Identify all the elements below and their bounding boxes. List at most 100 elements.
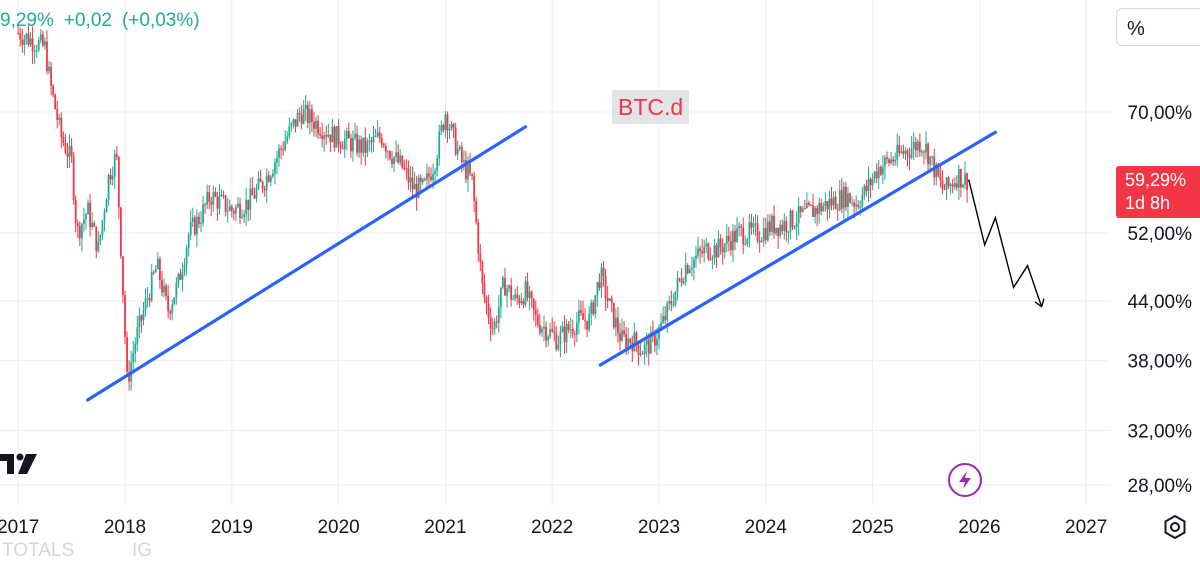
candle-body — [649, 331, 652, 354]
candle-body — [668, 301, 671, 304]
candle-body — [617, 317, 619, 334]
x-tick-label: 2024 — [745, 517, 788, 538]
candle-body — [711, 257, 714, 260]
candle-body — [699, 248, 701, 251]
symbol-label[interactable]: BTC.d — [612, 90, 690, 124]
candle-body — [602, 267, 605, 277]
settings-gear-icon[interactable] — [1162, 514, 1188, 545]
candle-body — [366, 140, 369, 153]
x-axis[interactable]: 2017 2018 2019 2020 2021 2022 2023 2024 2025 2026… — [0, 517, 1107, 538]
candle-body — [857, 204, 860, 207]
candle-body — [212, 192, 215, 205]
candle-body — [269, 176, 272, 182]
candle-body — [489, 317, 492, 329]
candle-body — [639, 353, 642, 355]
candle-body — [347, 131, 350, 139]
candle-body — [380, 137, 383, 145]
candle-body — [89, 202, 91, 228]
candle-body — [937, 164, 940, 176]
candle-body — [148, 298, 151, 301]
candle-body — [126, 337, 128, 372]
candle-body — [629, 338, 632, 343]
candle-body — [931, 156, 934, 158]
candle-body — [949, 184, 952, 187]
candle-body — [497, 307, 500, 323]
candle-body — [140, 315, 143, 321]
last-price-badge: 59,29% 1d 8h — [1116, 166, 1200, 218]
candle-body — [824, 201, 827, 207]
candle-body — [573, 333, 576, 335]
candle-body — [695, 255, 697, 259]
candle-body — [475, 200, 478, 223]
candle-body — [541, 328, 543, 333]
candle-body — [440, 125, 443, 132]
candle-body — [635, 332, 638, 345]
candle-body — [746, 239, 749, 244]
candle-body — [851, 202, 853, 204]
candle-body — [423, 179, 426, 181]
candle-body — [666, 303, 669, 321]
candle-body — [401, 155, 404, 168]
candle-body — [580, 310, 582, 314]
candle-body — [621, 330, 623, 341]
candle-body — [136, 327, 139, 344]
candle-body — [966, 173, 968, 191]
candle-body — [853, 202, 856, 207]
trendlines[interactable] — [86, 125, 998, 402]
bottom-tab-totals[interactable]: TOTALS — [2, 540, 75, 561]
candle-body — [526, 281, 529, 298]
candle-body — [64, 142, 67, 153]
projection-path[interactable] — [968, 179, 1042, 306]
candle-body — [374, 136, 377, 138]
candle-body — [60, 117, 63, 138]
candle-body — [465, 160, 467, 180]
projection-drawing[interactable] — [968, 179, 1042, 306]
candle-body — [97, 241, 100, 252]
candle-body — [358, 139, 361, 153]
candle-body — [282, 149, 285, 151]
candle-body — [894, 159, 897, 162]
candle-body — [428, 173, 430, 177]
candle-body — [198, 216, 200, 224]
candle-body — [571, 329, 574, 334]
candle-body — [187, 235, 190, 249]
bottom-tab-ig[interactable]: IG — [132, 540, 153, 561]
candle-body — [41, 34, 44, 46]
y-tick-label: 28,00% — [1128, 476, 1193, 497]
candle-body — [836, 209, 839, 211]
candle-body — [83, 219, 85, 224]
candle-body — [491, 328, 494, 330]
candle-body — [875, 171, 878, 179]
candle-body — [734, 230, 736, 242]
candle-body — [791, 210, 794, 228]
candle-body — [485, 297, 488, 304]
lightning-bolt-icon[interactable] — [948, 463, 982, 497]
candle-body — [356, 133, 358, 153]
candle-body — [70, 145, 73, 156]
bar-countdown: 1d 8h — [1125, 193, 1171, 213]
candle-body — [838, 190, 841, 211]
candle-body — [750, 222, 753, 228]
candle-body — [206, 192, 209, 205]
trendline[interactable] — [598, 130, 998, 367]
candle-body — [407, 168, 410, 183]
y-tick-label: 52,00% — [1128, 224, 1193, 245]
x-tick-label: 2019 — [211, 517, 253, 538]
candle-body — [384, 146, 387, 152]
candle-body — [584, 319, 586, 321]
candle-body — [177, 273, 180, 283]
candle-body — [766, 221, 769, 241]
x-tick-label: 2027 — [1065, 517, 1107, 538]
candle-body — [99, 234, 102, 242]
trendline[interactable] — [86, 125, 528, 402]
candle-body — [477, 222, 480, 254]
tradingview-logo-icon[interactable] — [0, 448, 40, 485]
candle-body — [789, 210, 792, 232]
axis-unit-button[interactable]: % — [1116, 8, 1200, 46]
candle-body — [898, 145, 901, 153]
candle-body — [235, 206, 237, 214]
candle-body — [690, 267, 693, 270]
y-axis[interactable]: 70,00% 52,00% 44,00% 38,00% 32,00% 28,00% — [1128, 103, 1193, 497]
candle-body — [818, 203, 821, 214]
